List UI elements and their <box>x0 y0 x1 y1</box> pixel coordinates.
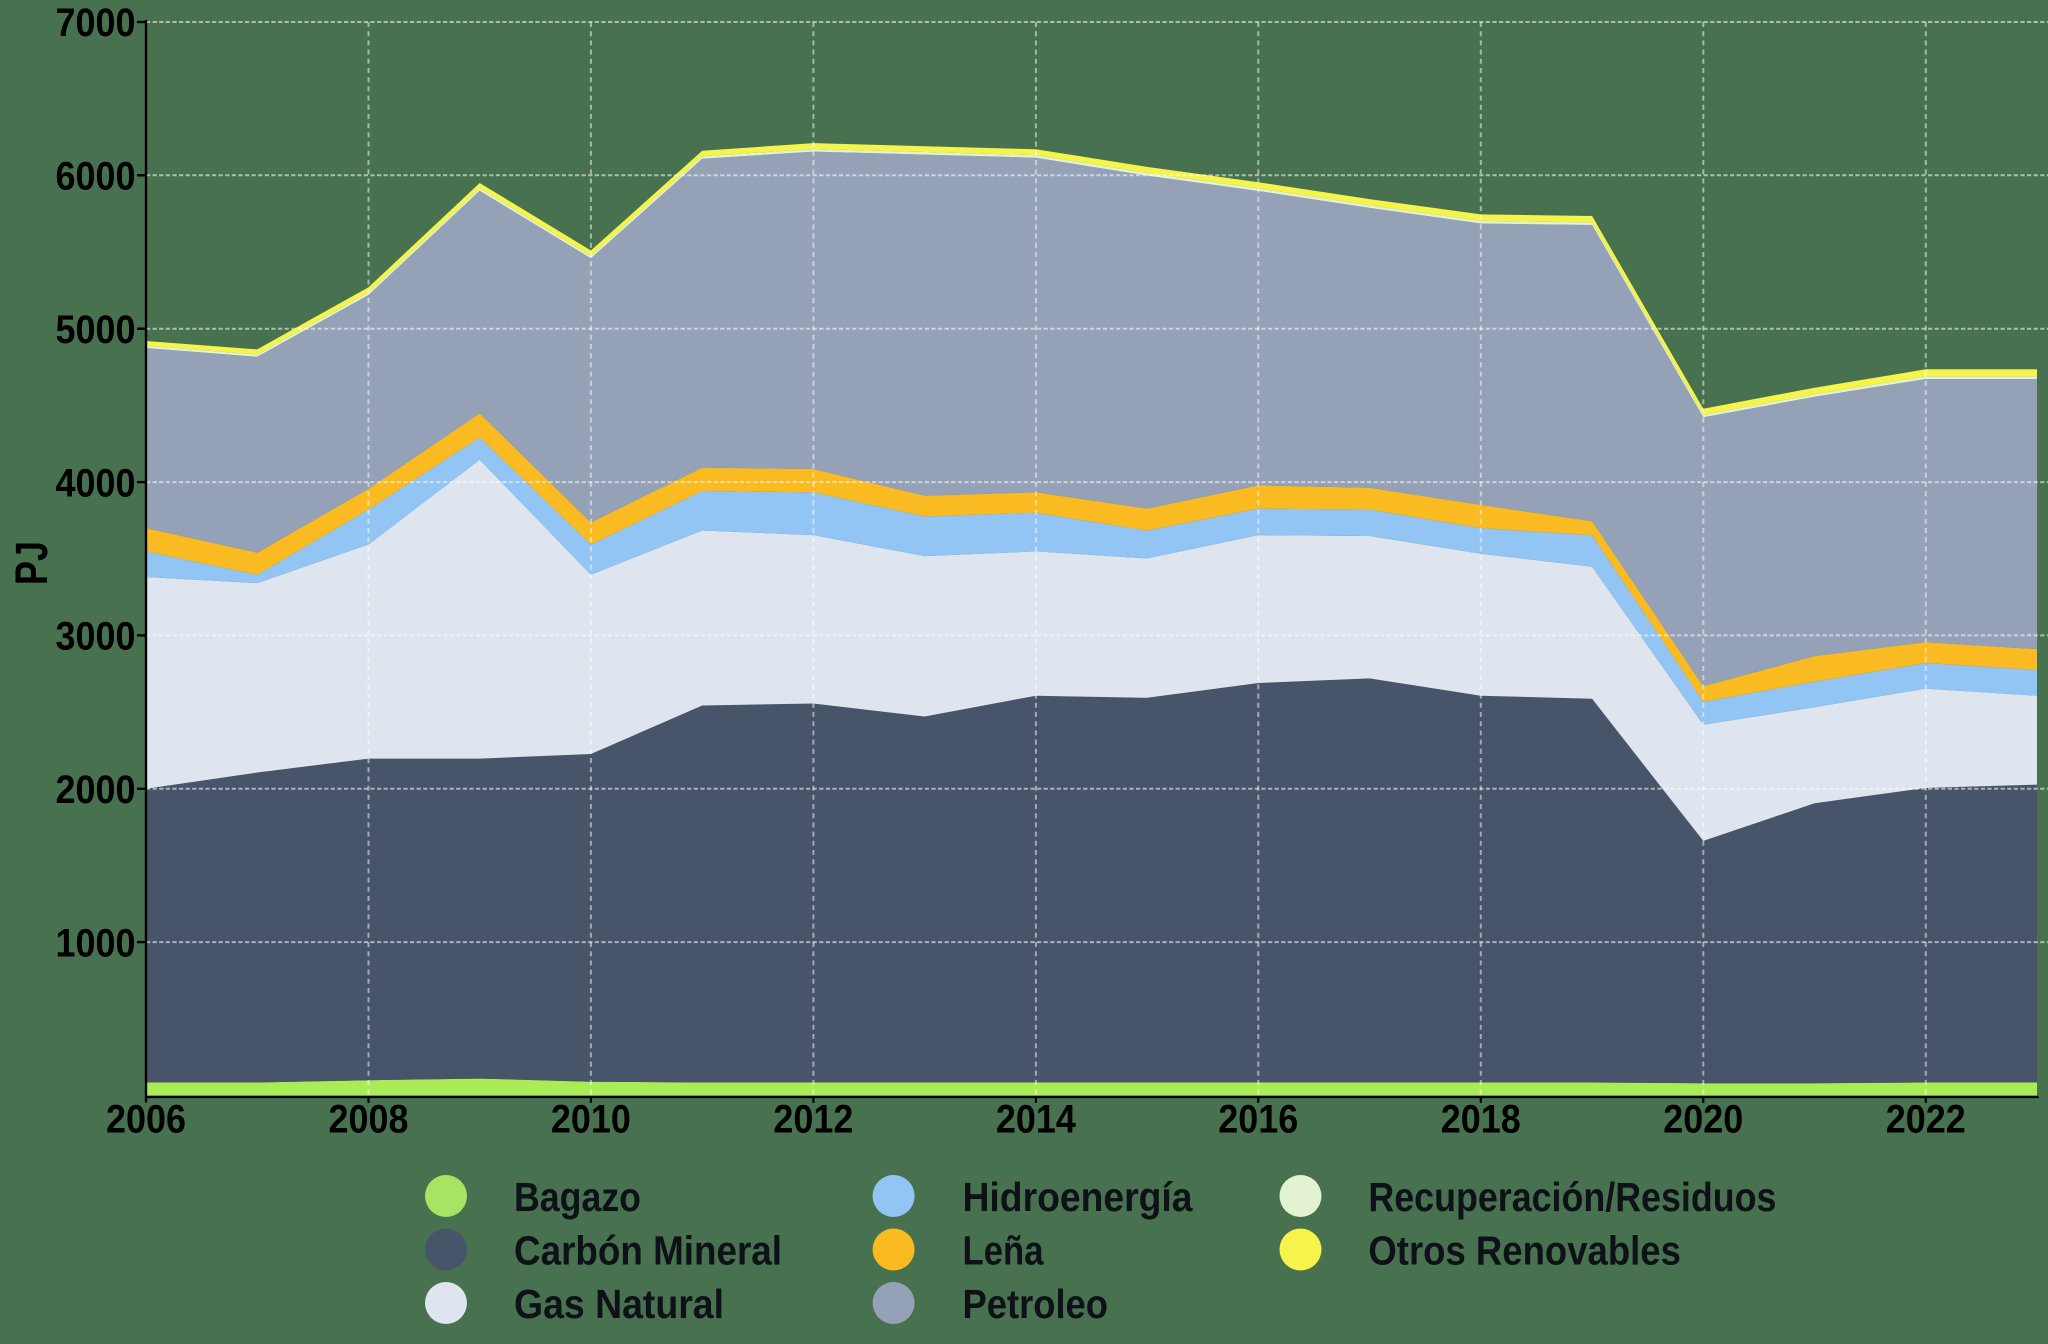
svg-text:2010: 2010 <box>551 1098 631 1142</box>
svg-text:Otros Renovables: Otros Renovables <box>1368 1228 1681 1274</box>
svg-text:5000: 5000 <box>56 308 136 352</box>
svg-text:2022: 2022 <box>1886 1098 1966 1142</box>
svg-text:1000: 1000 <box>56 921 136 965</box>
svg-text:2018: 2018 <box>1441 1098 1521 1142</box>
svg-text:Gas Natural: Gas Natural <box>514 1281 724 1327</box>
svg-text:7000: 7000 <box>56 1 136 45</box>
svg-text:6000: 6000 <box>56 155 136 199</box>
svg-text:2014: 2014 <box>996 1098 1077 1142</box>
svg-text:Bagazo: Bagazo <box>514 1174 641 1220</box>
svg-text:2016: 2016 <box>1218 1098 1298 1142</box>
svg-text:Hidroenergía: Hidroenergía <box>963 1174 1194 1220</box>
svg-text:2000: 2000 <box>56 768 136 812</box>
svg-text:Petroleo: Petroleo <box>963 1281 1109 1327</box>
svg-text:Carbón Mineral: Carbón Mineral <box>514 1228 782 1274</box>
svg-text:4000: 4000 <box>56 461 136 505</box>
svg-text:3000: 3000 <box>56 615 136 659</box>
svg-text:Leña: Leña <box>963 1228 1045 1274</box>
svg-text:Recuperación/Residuos: Recuperación/Residuos <box>1368 1174 1776 1220</box>
svg-text:2008: 2008 <box>329 1098 409 1142</box>
svg-text:PJ: PJ <box>6 541 57 585</box>
svg-text:2006: 2006 <box>106 1098 186 1142</box>
svg-text:2020: 2020 <box>1663 1098 1743 1142</box>
svg-text:2012: 2012 <box>773 1098 853 1142</box>
